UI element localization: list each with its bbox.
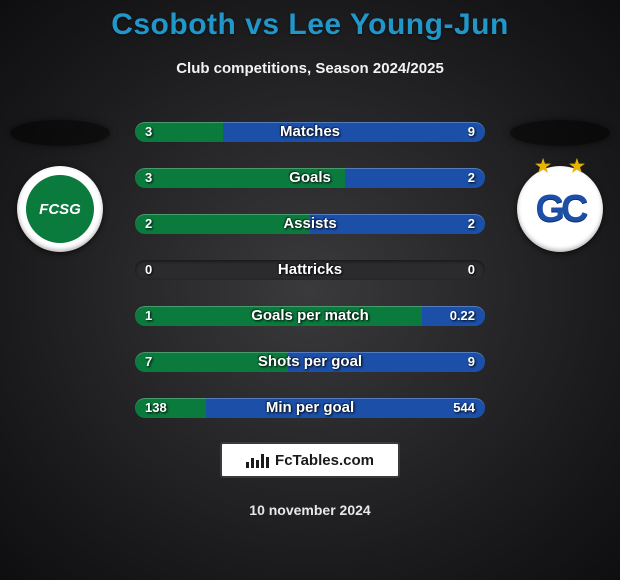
stat-label: Min per goal [135,394,485,422]
page-title: Csoboth vs Lee Young-Jun [0,0,620,42]
left-club-badge: FCSG [17,166,103,252]
brand-text: FcTables.com [275,452,374,469]
subtitle: Club competitions, Season 2024/2025 [0,60,620,77]
shadow-ellipse [10,120,110,146]
stat-label: Hattricks [135,256,485,284]
stats-panel: 39Matches 32Goals 22Assists 00Hattricks 10.2… [135,118,485,440]
right-club-badge: ★ ★ GC [517,166,603,252]
star-icon: ★ [569,156,585,177]
date-text: 10 november 2024 [0,502,620,518]
star-icon: ★ [535,156,551,177]
stat-row: 10.22Goals per match [135,302,485,330]
stat-row: 32Goals [135,164,485,192]
stat-row: 00Hattricks [135,256,485,284]
shadow-ellipse [510,120,610,146]
stat-row: 22Assists [135,210,485,238]
stat-label: Assists [135,210,485,238]
bars-icon [246,452,269,468]
stat-label: Shots per goal [135,348,485,376]
stat-row: 138544Min per goal [135,394,485,422]
stat-row: 39Matches [135,118,485,146]
stat-label: Goals per match [135,302,485,330]
stat-label: Goals [135,164,485,192]
left-club-zone: FCSG [0,120,120,252]
brand-box: FcTables.com [220,442,400,478]
left-club-text: FCSG [26,175,94,243]
stat-row: 79Shots per goal [135,348,485,376]
right-club-text: GC [536,188,585,231]
right-club-zone: ★ ★ GC [500,120,620,252]
stat-label: Matches [135,118,485,146]
